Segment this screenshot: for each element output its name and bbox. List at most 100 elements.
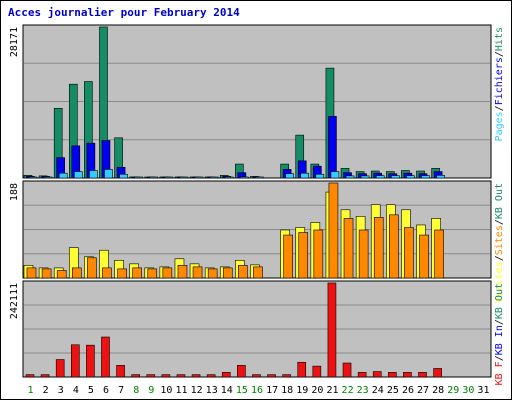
- legend-entry: /: [494, 255, 505, 261]
- bar-kb-f-day-12: [191, 374, 201, 378]
- legend-entry: /: [494, 105, 505, 111]
- bar-pages-day-16: [255, 176, 264, 179]
- day-label-9: 9: [148, 385, 154, 396]
- bar-sites-day-28: [434, 229, 444, 279]
- bar-kb-f-day-24: [372, 371, 382, 378]
- bar-pages-day-10: [164, 176, 174, 179]
- legend-entry: Sites: [494, 225, 505, 255]
- bar-pages-day-24: [375, 175, 385, 179]
- bar-pages-day-20: [315, 173, 325, 179]
- day-label-13: 13: [206, 385, 218, 396]
- bar-pages-day-14: [224, 176, 234, 179]
- day-label-14: 14: [221, 385, 233, 396]
- day-label-26: 26: [402, 385, 414, 396]
- bar-kb-f-day-17: [267, 374, 276, 378]
- bar-pages-day-5: [89, 170, 98, 179]
- day-label-10: 10: [160, 385, 172, 396]
- bar-sites-day-11: [177, 265, 188, 279]
- panel-3-legend: KB F/KB In/KB Out: [494, 283, 505, 385]
- legend-entry: Hits: [494, 27, 505, 51]
- bar-sites-day-22: [343, 218, 354, 279]
- bar-pages-day-19: [300, 172, 310, 179]
- panel-1-legend: Pages/Fichiers/Hits: [494, 27, 505, 141]
- bar-pages-day-7: [119, 173, 128, 179]
- bar-sites-day-24: [373, 217, 384, 279]
- day-label-8: 8: [133, 385, 139, 396]
- bar-pages-day-2: [43, 176, 53, 179]
- bar-kb-f-day-5: [86, 344, 95, 378]
- bar-kb-f-day-22: [342, 362, 352, 378]
- legend-entry: /: [494, 51, 505, 57]
- bar-kb-f-day-1: [25, 374, 35, 378]
- bar-kb-f-day-4: [70, 344, 80, 378]
- bar-pages-day-8: [134, 176, 143, 179]
- bar-kb-f-day-8: [131, 374, 140, 378]
- bar-kb-f-day-26: [403, 372, 412, 378]
- bar-kb-f-day-28: [433, 368, 442, 378]
- day-label-15: 15: [236, 385, 248, 396]
- day-label-21: 21: [326, 385, 338, 396]
- bar-kb-f-day-13: [206, 374, 216, 378]
- bar-sites-day-10: [162, 267, 173, 279]
- panel-3-max-label: 242111: [9, 283, 20, 319]
- bar-sites-day-9: [147, 268, 158, 279]
- bar-pages-day-26: [406, 175, 415, 179]
- panel-2-legend: Visites/Sites/KB Out: [494, 183, 505, 303]
- day-label-27: 27: [417, 385, 429, 396]
- bar-sites-day-8: [132, 267, 142, 279]
- bar-pages-day-25: [391, 175, 400, 179]
- bar-kb-f-day-20: [312, 365, 322, 378]
- day-label-18: 18: [281, 385, 293, 396]
- bar-sites-day-3: [56, 270, 67, 279]
- day-label-16: 16: [251, 385, 263, 396]
- bar-sites-day-14: [222, 267, 233, 279]
- day-label-31: 31: [477, 385, 489, 396]
- day-label-23: 23: [357, 385, 369, 396]
- day-label-3: 3: [58, 385, 64, 396]
- bar-pages-day-12: [194, 176, 204, 179]
- day-label-5: 5: [88, 385, 94, 396]
- bar-sites-day-25: [389, 214, 399, 279]
- bar-sites-day-19: [298, 232, 309, 279]
- day-label-25: 25: [387, 385, 399, 396]
- bar-sites-day-18: [283, 234, 293, 279]
- day-label-11: 11: [175, 385, 187, 396]
- day-label-20: 20: [311, 385, 323, 396]
- day-label-6: 6: [103, 385, 109, 396]
- day-label-12: 12: [191, 385, 203, 396]
- bar-pages-day-1: [28, 176, 38, 179]
- bar-pages-day-3: [58, 172, 68, 179]
- legend-entry: /: [494, 319, 505, 325]
- day-label-22: 22: [342, 385, 354, 396]
- bar-pages-day-4: [73, 171, 83, 179]
- bar-sites-day-15: [238, 265, 248, 279]
- bar-pages-day-27: [421, 175, 430, 179]
- bar-pages-day-18: [285, 173, 294, 179]
- panel-2-max-label: 188: [9, 183, 20, 201]
- bar-fichiers-day-21: [328, 116, 337, 179]
- bar-pages-day-28: [436, 175, 445, 179]
- bar-pages-day-11: [179, 176, 189, 179]
- bar-sites-day-21: [328, 182, 339, 279]
- legend-entry: Visites: [494, 261, 505, 303]
- day-label-24: 24: [372, 385, 384, 396]
- bar-kb-f-day-18: [282, 374, 291, 378]
- bar-kb-f-day-25: [388, 372, 397, 378]
- day-label-30: 30: [462, 385, 474, 396]
- bar-kb-f-day-23: [357, 372, 367, 378]
- bar-sites-day-13: [207, 268, 218, 279]
- bar-kb-f-day-11: [176, 374, 186, 378]
- bar-pages-day-9: [149, 176, 159, 179]
- bar-kb-f-day-19: [297, 361, 307, 378]
- bar-pages-day-6: [104, 169, 113, 179]
- bar-kb-f-day-3: [55, 359, 65, 378]
- bar-kb-f-day-10: [161, 374, 171, 378]
- legend-entry: KB In: [494, 325, 505, 355]
- bar-sites-day-26: [404, 227, 414, 279]
- bar-sites-day-5: [87, 257, 97, 279]
- bar-sites-day-27: [419, 234, 429, 279]
- bar-sites-day-20: [313, 229, 324, 279]
- legend-entry: KB Out: [494, 183, 505, 219]
- day-label-7: 7: [118, 385, 124, 396]
